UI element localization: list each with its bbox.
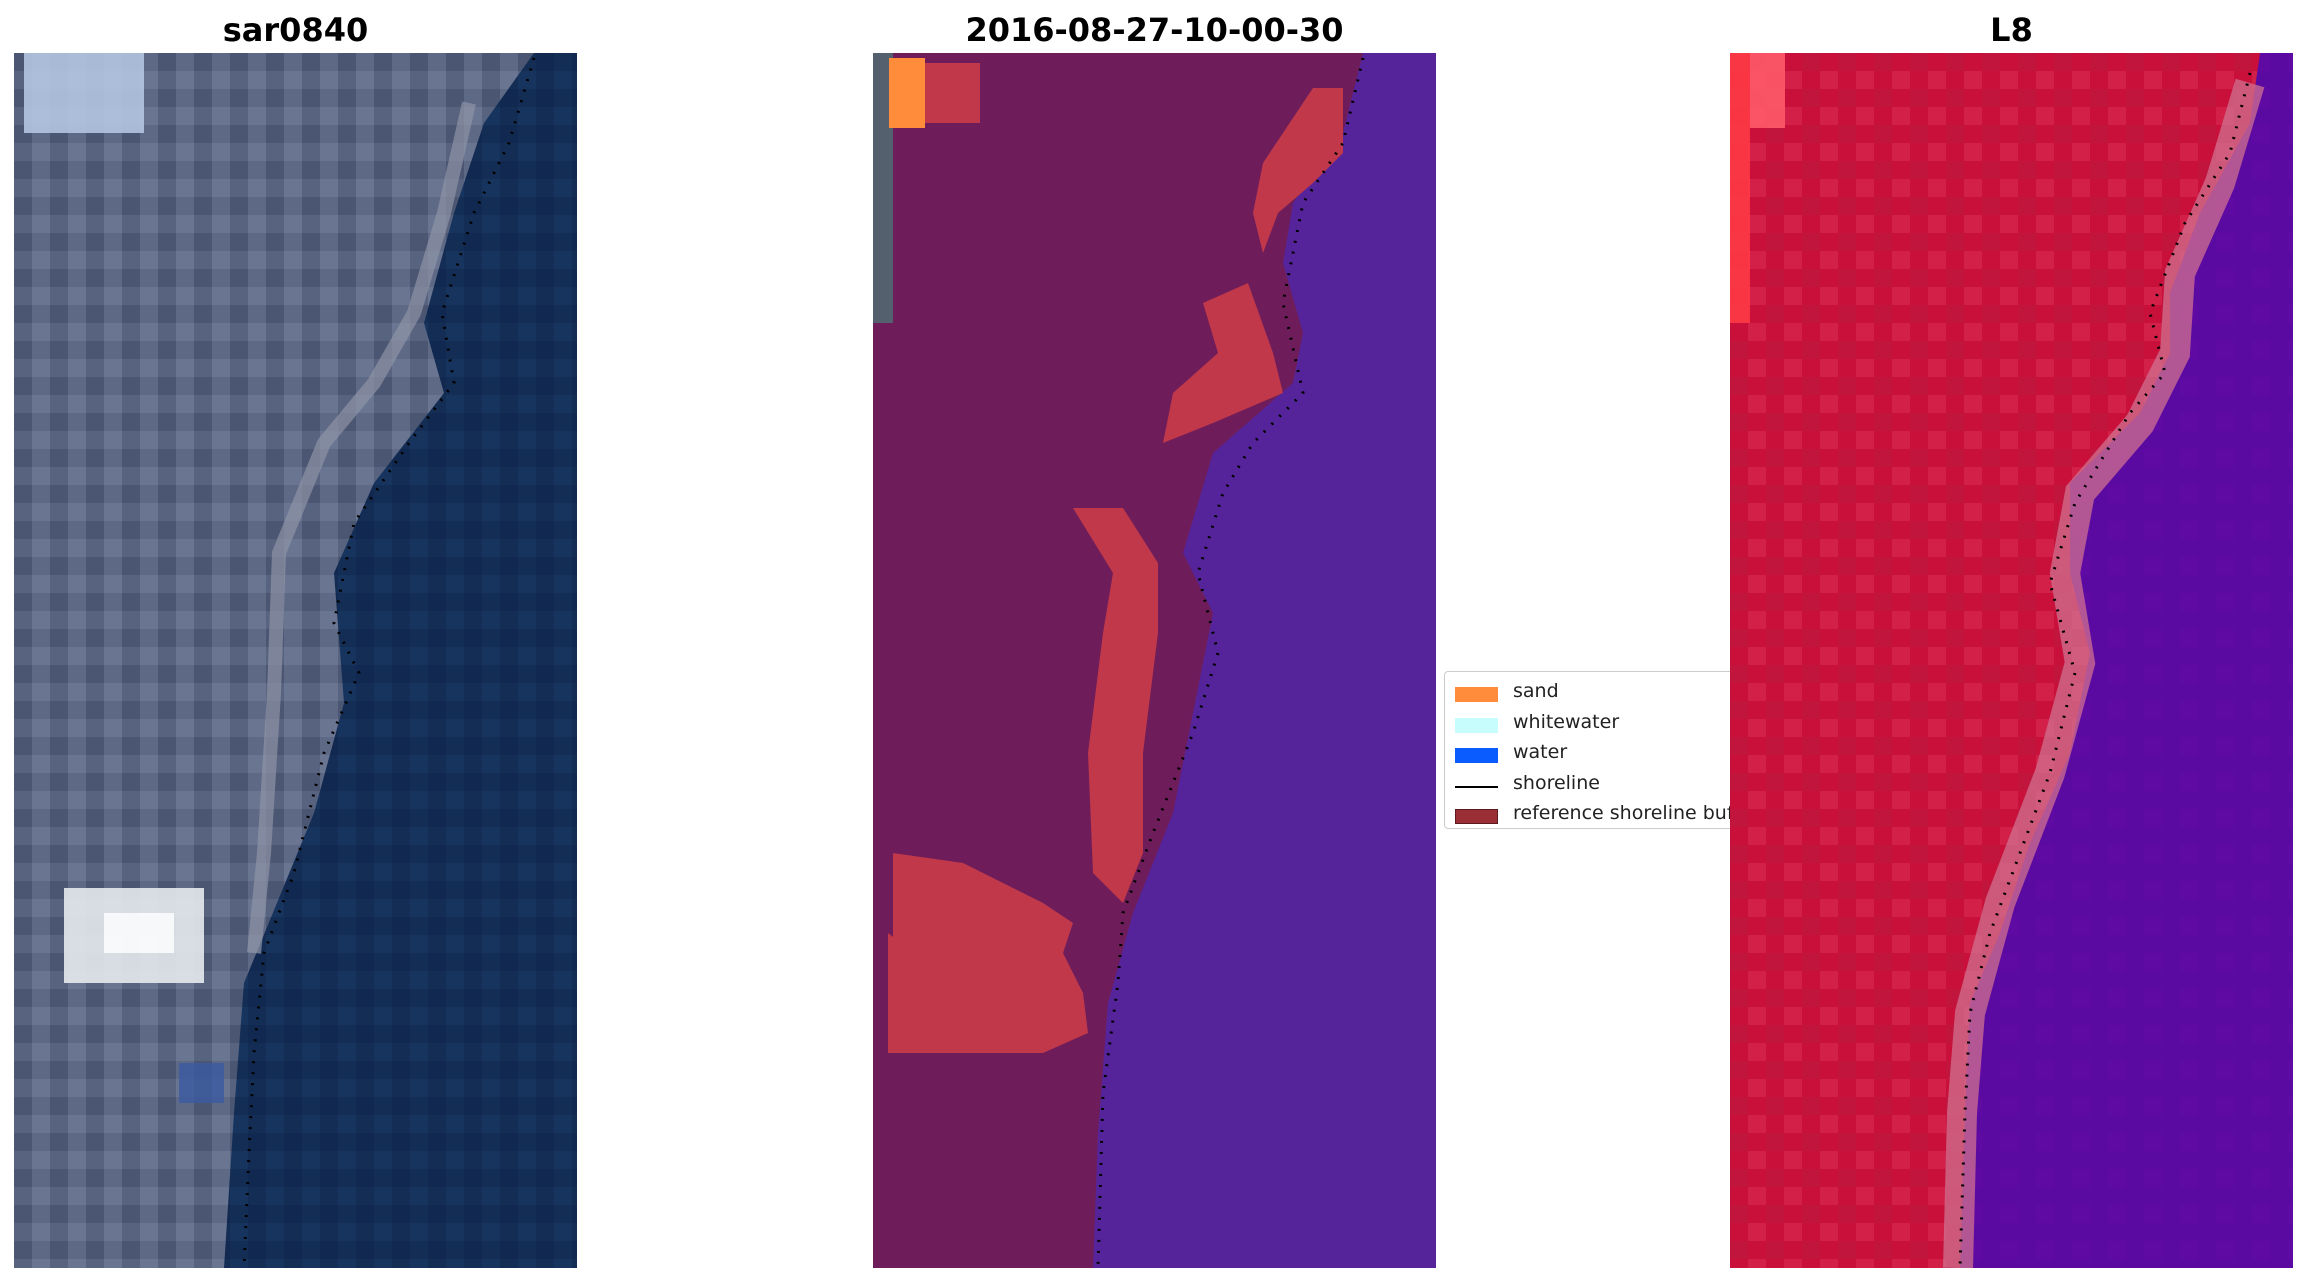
legend: sand whitewater water shoreline referenc… xyxy=(1444,671,1759,831)
shoreline-rgb xyxy=(242,57,536,1268)
false-color-image xyxy=(1730,53,2293,1268)
whitewater-swatch xyxy=(1455,717,1498,733)
unclassified-edge xyxy=(873,53,893,323)
legend-item-reference-buffer: reference shoreline buffer xyxy=(1445,800,1759,831)
sand-patch xyxy=(889,58,925,128)
bright-roof-top xyxy=(24,53,144,133)
sand-swatch xyxy=(1455,687,1498,702)
water-swatch xyxy=(1455,748,1498,763)
panel-title-rgb: sar0840 xyxy=(222,11,369,49)
legend-label: reference shoreline buffer xyxy=(1513,802,1760,824)
panel-title-false-color: L8 xyxy=(1990,11,2033,49)
reference-buffer-north xyxy=(1253,88,1343,253)
shoreline-line-swatch xyxy=(1455,785,1498,788)
legend-label: whitewater xyxy=(1513,710,1620,733)
reference-buffer-south xyxy=(1073,508,1158,903)
legend-item-whitewater: whitewater xyxy=(1445,709,1743,740)
legend-item-water: water xyxy=(1445,739,1743,770)
panel-title-classified: 2016-08-27-10-00-30 xyxy=(965,11,1344,49)
reference-buffer-swatch xyxy=(1455,809,1498,824)
classified-image xyxy=(873,53,1436,1268)
sand-region xyxy=(893,853,1088,1053)
legend-label: water xyxy=(1513,741,1568,763)
rgb-satellite-image xyxy=(14,53,577,1268)
reference-buffer-mid xyxy=(1163,283,1283,443)
legend-label: sand xyxy=(1513,680,1559,702)
legend-item-shoreline: shoreline xyxy=(1445,770,1743,801)
legend-item-sand: sand xyxy=(1445,678,1743,709)
legend-label: shoreline xyxy=(1513,771,1600,794)
